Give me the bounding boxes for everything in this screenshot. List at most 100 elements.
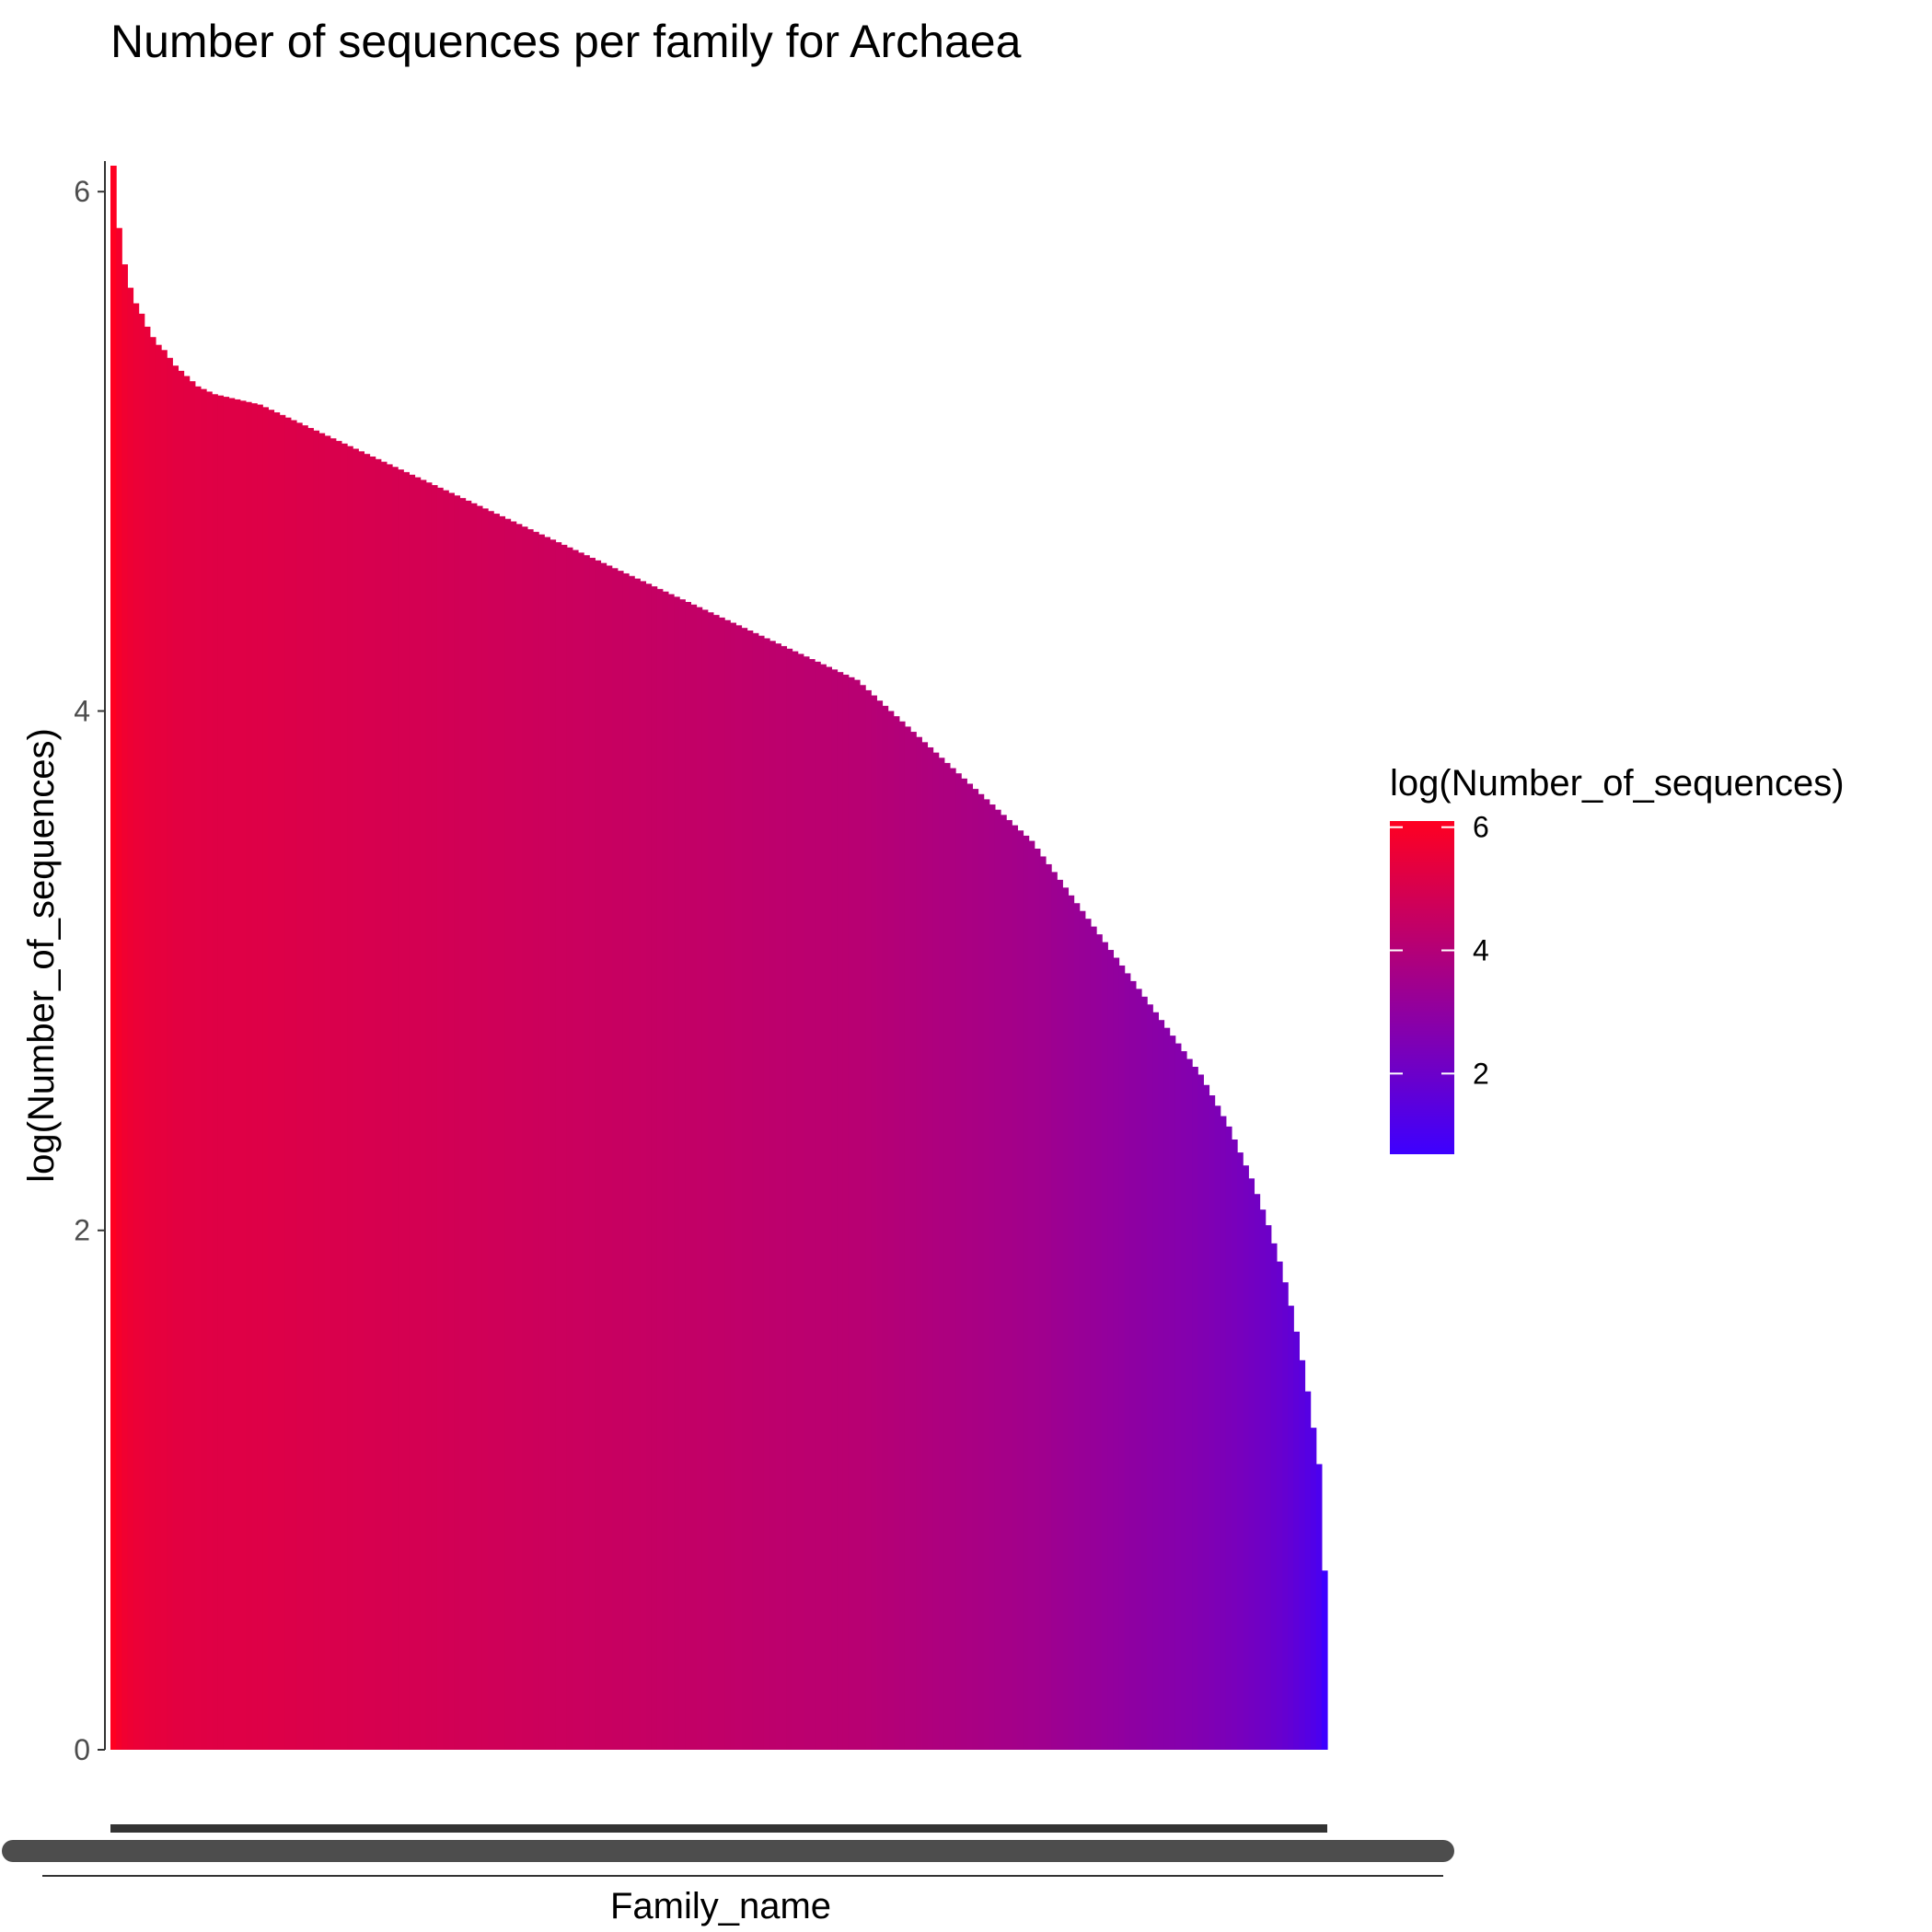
bar (504, 518, 512, 1751)
bar (769, 641, 776, 1750)
y-axis-ticks: 0 2 4 6 (74, 175, 105, 1766)
bar (493, 514, 500, 1750)
bar (629, 575, 635, 1750)
bar (781, 645, 788, 1751)
bar (425, 482, 433, 1751)
bar (1180, 1051, 1187, 1750)
legend: log(Number_of_sequences) 6 4 2 (1390, 763, 1845, 1154)
x-axis-tick-marks (2, 1824, 1454, 1862)
bar (1017, 830, 1024, 1750)
bar (1118, 965, 1126, 1750)
bar (932, 752, 940, 1750)
bar (526, 528, 534, 1750)
bar (1259, 1209, 1267, 1750)
bar (1220, 1116, 1227, 1750)
bar (307, 427, 314, 1751)
bar (1293, 1331, 1300, 1750)
bar (600, 562, 607, 1751)
bar (1174, 1043, 1182, 1750)
bar (234, 399, 241, 1750)
bar (679, 599, 686, 1751)
bar (1129, 980, 1137, 1750)
x-axis-title: Family_name (610, 1886, 831, 1926)
bar (414, 477, 422, 1750)
bar (1012, 825, 1018, 1750)
bar (167, 357, 173, 1750)
legend-tick-label: 4 (1473, 934, 1489, 967)
bar (1299, 1359, 1306, 1750)
bar (1090, 926, 1097, 1750)
bar (347, 445, 353, 1751)
bar (533, 531, 539, 1750)
bar (515, 524, 523, 1750)
bar (916, 736, 922, 1751)
bar (910, 732, 917, 1750)
bar (369, 456, 376, 1750)
bar (1225, 1126, 1232, 1750)
bar (1068, 895, 1075, 1750)
bar (1203, 1084, 1210, 1750)
bar (690, 604, 698, 1750)
y-tick-label: 4 (74, 694, 90, 727)
bar (499, 515, 506, 1750)
bar (853, 679, 861, 1750)
bar (1039, 856, 1047, 1750)
bar (966, 783, 974, 1750)
bar (262, 407, 269, 1750)
bar (860, 685, 866, 1750)
bar (808, 659, 816, 1750)
bar (561, 544, 568, 1751)
bar (752, 632, 759, 1750)
bar (572, 550, 579, 1750)
bar (121, 264, 128, 1751)
bar (470, 503, 478, 1750)
bar (815, 661, 821, 1750)
bar (667, 594, 675, 1750)
bar (763, 638, 770, 1750)
bar (1001, 815, 1007, 1750)
bar (189, 381, 196, 1750)
bar (341, 443, 348, 1750)
bar (674, 596, 680, 1750)
bar (1276, 1261, 1283, 1750)
bar (634, 578, 641, 1750)
bar (566, 547, 573, 1750)
bar (662, 591, 669, 1751)
bar (882, 705, 889, 1750)
bar (1209, 1095, 1216, 1750)
bar (1270, 1243, 1278, 1750)
bar (1192, 1067, 1198, 1750)
bar (481, 508, 489, 1751)
bar (245, 401, 252, 1750)
legend-colorbar (1390, 821, 1454, 1154)
bar (228, 398, 236, 1750)
bar (172, 365, 179, 1750)
bar (792, 651, 799, 1750)
bar (656, 588, 664, 1750)
bar (550, 539, 557, 1750)
bar (1315, 1463, 1323, 1750)
bar (144, 326, 151, 1750)
bar (398, 469, 404, 1751)
bar (617, 571, 624, 1750)
bar (1034, 849, 1041, 1750)
bar (521, 526, 528, 1751)
bar (978, 793, 985, 1750)
bar (741, 628, 748, 1751)
bar (544, 537, 550, 1751)
bar (279, 414, 286, 1751)
bar (826, 666, 833, 1750)
bar (290, 420, 297, 1750)
bar (786, 648, 793, 1750)
bar (110, 166, 117, 1750)
bar (584, 555, 590, 1751)
bar (1214, 1105, 1221, 1750)
bar (1265, 1225, 1272, 1750)
bar (273, 412, 281, 1750)
bar (206, 391, 213, 1751)
bar (555, 542, 562, 1750)
bar (983, 799, 990, 1750)
bar (701, 609, 709, 1751)
bar (1169, 1035, 1176, 1750)
